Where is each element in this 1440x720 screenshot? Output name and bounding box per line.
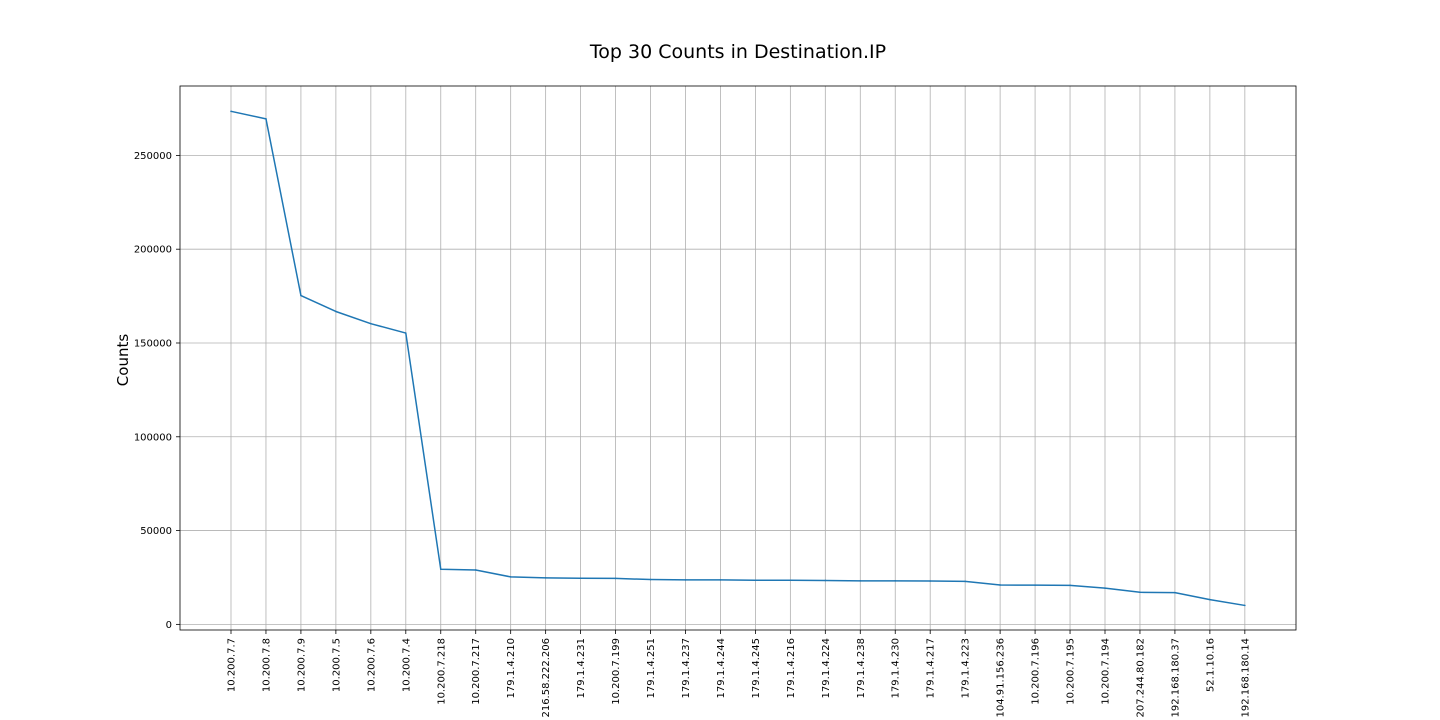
data-point	[230, 110, 232, 113]
data-point	[1209, 598, 1211, 601]
x-tick-label: 10.200.7.218	[436, 638, 447, 705]
data-point	[509, 576, 512, 578]
x-tick-label: 10.200.7.8	[261, 638, 272, 692]
x-tick-label: 179.1.4.216	[786, 638, 797, 698]
x-tick-label: 10.200.7.195	[1066, 638, 1077, 705]
data-point	[999, 584, 1001, 586]
x-tick-label: 10.200.7.4	[401, 638, 412, 692]
x-tick-label: 10.200.7.9	[296, 638, 307, 692]
data-point	[1139, 591, 1141, 594]
x-tick-label: 10.200.7.5	[331, 638, 342, 692]
data-point	[929, 580, 931, 582]
y-tick-label: 100000	[134, 432, 172, 443]
data-point	[1244, 604, 1246, 607]
grid	[180, 86, 1296, 630]
x-tick-label: 192.168.180.14	[1240, 638, 1251, 718]
data-point	[1174, 591, 1176, 594]
x-tick-label: 10.200.7.6	[366, 638, 377, 692]
x-tick-label: 179.1.4.251	[646, 638, 657, 698]
x-tick-label: 10.200.7.194	[1101, 638, 1112, 705]
y-tick-label: 150000	[134, 338, 172, 349]
data-point	[1069, 584, 1071, 587]
data-point	[789, 579, 792, 582]
data-point	[544, 577, 547, 579]
data-point	[335, 310, 337, 313]
x-tick-label: 179.1.4.237	[681, 638, 692, 698]
data-point	[265, 118, 267, 120]
x-tick-label: 104.91.156.236	[996, 638, 1007, 718]
data-point	[684, 579, 687, 581]
data-point	[894, 580, 897, 582]
x-tick-label: 52.1.10.16	[1205, 638, 1216, 692]
data-point	[405, 332, 407, 334]
plot-area	[179, 85, 1297, 631]
data-point	[614, 577, 617, 580]
x-tick-label: 179.1.4.244	[716, 638, 727, 698]
data-point	[1104, 587, 1106, 589]
data-point	[824, 579, 827, 582]
series-line	[230, 110, 1245, 607]
x-tick-label: 10.200.7.199	[611, 638, 622, 705]
data-point	[1034, 584, 1036, 586]
data-point	[964, 580, 966, 583]
data-point	[370, 322, 372, 325]
series-layer	[230, 110, 1246, 607]
data-point	[754, 579, 757, 582]
x-axis: 10.200.7.7 10.200.7.8 10.200.7.9 10.200.7.5…	[227, 630, 1251, 718]
x-tick-label: 179.1.4.217	[926, 638, 937, 698]
y-tick-label: 50000	[140, 526, 172, 537]
x-tick-label: 179.1.4.210	[506, 638, 517, 698]
y-tick-label: 250000	[134, 151, 172, 162]
x-tick-label: 192.168.180.37	[1170, 638, 1181, 718]
data-point	[579, 577, 582, 580]
x-tick-label: 179.1.4.223	[961, 638, 972, 698]
y-tick-label: 200000	[134, 245, 172, 256]
y-axis-label: Counts	[114, 334, 132, 387]
data-point	[859, 580, 862, 582]
y-axis: 0 50000 100000 150000 200000 250000	[134, 151, 180, 631]
x-tick-label: 179.1.4.245	[751, 638, 762, 698]
x-tick-label: 10.200.7.196	[1031, 638, 1042, 705]
x-tick-label: 179.1.4.238	[856, 638, 867, 698]
data-point	[439, 568, 442, 571]
x-tick-label: 179.1.4.230	[891, 638, 902, 698]
data-point	[474, 569, 477, 571]
data-point	[300, 294, 302, 297]
chart-title: Top 30 Counts in Destination.IP	[589, 41, 886, 63]
y-tick-label: 0	[166, 620, 172, 631]
x-tick-label: 179.1.4.231	[576, 638, 587, 698]
x-tick-label: 10.200.7.7	[227, 638, 238, 692]
x-tick-label: 216.58.222.206	[541, 638, 552, 718]
x-tick-label: 179.1.4.224	[821, 638, 832, 698]
data-point	[649, 578, 652, 581]
x-tick-label: 10.200.7.217	[471, 638, 482, 705]
data-point	[719, 579, 722, 581]
x-tick-label: 207.244.80.182	[1135, 638, 1146, 718]
